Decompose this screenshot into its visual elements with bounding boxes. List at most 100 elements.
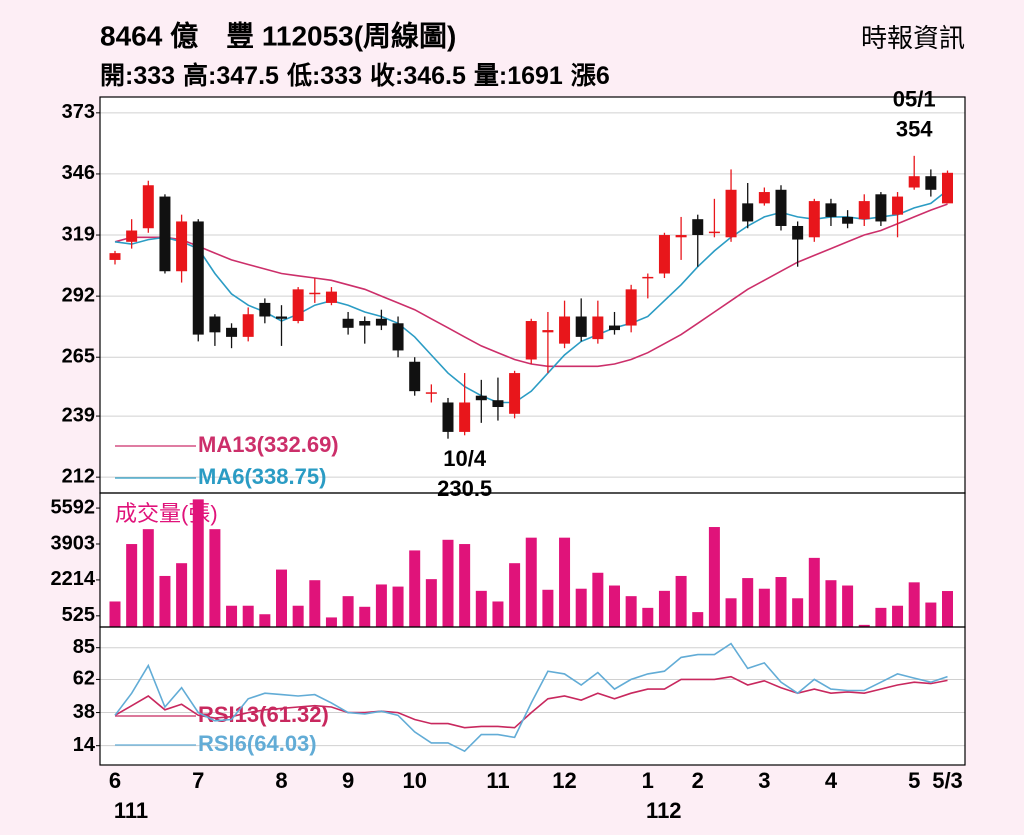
volume-bar bbox=[858, 624, 870, 627]
volume-bar bbox=[176, 563, 188, 627]
volume-bar bbox=[259, 614, 271, 627]
stat-value: 6 bbox=[596, 62, 610, 90]
candle-body bbox=[858, 201, 870, 220]
volume-bar bbox=[425, 579, 437, 627]
volume-bar bbox=[242, 605, 254, 627]
volume-bar bbox=[492, 601, 504, 627]
x-tick-label: 7 bbox=[192, 768, 204, 793]
candle-body bbox=[276, 316, 287, 319]
legend-label: RSI13(61.32) bbox=[198, 702, 329, 727]
volume-bar bbox=[842, 585, 854, 627]
y-tick-label: 346 bbox=[62, 162, 95, 184]
volume-bar bbox=[276, 569, 287, 627]
volume-bar bbox=[226, 605, 238, 627]
volume-bar bbox=[942, 591, 953, 627]
candle-body bbox=[159, 196, 171, 272]
y-tick-label: 3903 bbox=[51, 532, 96, 554]
volume-bar bbox=[309, 580, 321, 627]
volume-bar bbox=[725, 598, 737, 627]
candle-body bbox=[925, 176, 937, 190]
source: 時報資訊 bbox=[861, 23, 965, 53]
volume-bar bbox=[409, 550, 421, 627]
y-tick-label: 38 bbox=[73, 701, 95, 723]
series-line bbox=[114, 642, 948, 753]
candle-body bbox=[775, 189, 787, 226]
stat-label: 收: bbox=[370, 62, 403, 90]
y-tick-label: 265 bbox=[62, 346, 95, 368]
candle-body bbox=[875, 194, 887, 222]
annotation-value: 230.5 bbox=[437, 476, 492, 501]
candle-body bbox=[575, 316, 587, 337]
volume-bar bbox=[692, 612, 704, 627]
candle-body bbox=[525, 321, 537, 360]
volume-bar bbox=[825, 580, 837, 627]
candle-body bbox=[192, 221, 204, 335]
candle-body bbox=[892, 196, 904, 215]
volume-bar bbox=[109, 601, 121, 627]
candle-body bbox=[459, 402, 471, 432]
stat-label: 低: bbox=[286, 62, 320, 90]
annotation-date: 05/1 bbox=[893, 87, 936, 112]
x-tick-label: 8 bbox=[275, 768, 287, 793]
candle-body bbox=[758, 192, 770, 204]
x-tick-label: 11 bbox=[486, 768, 509, 793]
stat-label: 開: bbox=[100, 62, 133, 90]
legend-label: MA6(338.75) bbox=[198, 464, 326, 489]
volume-bar bbox=[575, 588, 587, 627]
volume-bar bbox=[908, 582, 920, 627]
x-tick-label: 3 bbox=[758, 768, 770, 793]
volume-bar bbox=[375, 584, 387, 627]
volume-bar bbox=[708, 527, 720, 627]
x-tick-label: 2 bbox=[692, 768, 704, 793]
candle-body bbox=[509, 373, 521, 414]
year-label: 111 bbox=[114, 798, 148, 823]
x-tick-label: 1 bbox=[642, 768, 654, 793]
annotation-date: 10/4 bbox=[443, 446, 487, 471]
candle-body bbox=[126, 230, 138, 242]
candle-body bbox=[658, 235, 670, 274]
volume-bar bbox=[159, 575, 171, 627]
volume-bar bbox=[542, 589, 554, 627]
volume-bar bbox=[126, 544, 138, 627]
candle-body bbox=[392, 323, 404, 351]
candle-body bbox=[808, 201, 820, 238]
volume-bar bbox=[509, 563, 521, 627]
y-tick-label: 212 bbox=[62, 465, 95, 487]
y-tick-label: 319 bbox=[62, 223, 95, 245]
volume-bar bbox=[142, 529, 154, 627]
candle-body bbox=[825, 203, 837, 217]
x-tick-label: 6 bbox=[109, 768, 121, 793]
candle-body bbox=[942, 172, 953, 204]
volume-bar bbox=[675, 575, 687, 627]
stat-value: 333 bbox=[133, 62, 175, 90]
volume-bar bbox=[775, 577, 787, 627]
stats-line: 開:333 高:347.5 低:333 收:346.5 量:1691 漲6 bbox=[100, 61, 610, 90]
x-tick-label: 9 bbox=[342, 768, 354, 793]
stat-label: 漲 bbox=[571, 62, 597, 90]
volume-bar bbox=[758, 588, 770, 627]
y-tick-label: 5592 bbox=[51, 496, 96, 518]
volume-bar bbox=[792, 598, 804, 627]
candle-body bbox=[292, 289, 304, 322]
volume-bar bbox=[875, 607, 887, 627]
y-tick-label: 62 bbox=[73, 668, 95, 690]
stat-value: 347.5 bbox=[216, 62, 279, 90]
volume-bar bbox=[642, 607, 654, 627]
volume-bar bbox=[325, 617, 337, 627]
chart-title: 8464 億 豐 112053(周線圖) bbox=[100, 19, 456, 51]
x-tick-label: 5/3 bbox=[932, 768, 963, 793]
x-tick-label: 5 bbox=[908, 768, 920, 793]
series-line bbox=[114, 189, 948, 404]
volume-bar bbox=[658, 590, 670, 627]
y-tick-label: 239 bbox=[62, 404, 95, 426]
legend-label: RSI6(64.03) bbox=[198, 731, 317, 756]
legend-label: MA13(332.69) bbox=[198, 432, 339, 457]
candle-body bbox=[109, 253, 121, 260]
candle-body bbox=[492, 400, 504, 408]
candle-body bbox=[176, 221, 188, 272]
volume-bar bbox=[559, 537, 571, 627]
candle-body bbox=[842, 216, 854, 224]
volume-bar bbox=[808, 557, 820, 627]
candle-body bbox=[209, 316, 221, 333]
